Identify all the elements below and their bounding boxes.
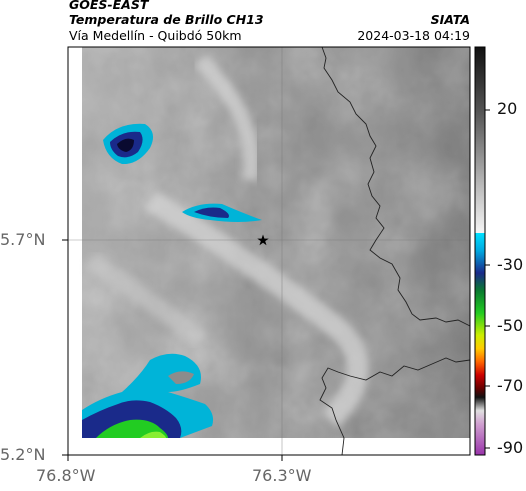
star-marker: [257, 234, 269, 246]
colorbar-tick-label: 20: [497, 99, 518, 118]
department-border: [321, 47, 470, 327]
lat-label: 5.7°N: [0, 230, 46, 249]
lon-label: 76.8°W: [36, 466, 96, 485]
colorbar-tick-label: -50: [497, 316, 524, 335]
region-label: Vía Medellín - Quibdó 50km: [69, 28, 242, 43]
organization-label: SIATA: [430, 12, 470, 27]
cold-cloud-top-south: [82, 353, 214, 438]
cold-cloud-top-north: [103, 123, 154, 165]
department-border-south: [319, 357, 470, 455]
colorbar-tick-label: -90: [497, 438, 524, 457]
colorbar-tick-label: -30: [497, 255, 524, 274]
satellite-title: GOES-EAST: [69, 0, 149, 12]
colorbar-tick-label: -70: [497, 376, 524, 395]
datetime-label: 2024-03-18 04:19: [357, 28, 470, 43]
lon-label: 76.3°W: [252, 466, 312, 485]
cold-cloud-top-center: [182, 203, 262, 222]
map-axes: [67, 46, 471, 456]
lat-label: 5.2°N: [0, 445, 46, 464]
product-title: Temperatura de Brillo CH13: [69, 12, 264, 27]
